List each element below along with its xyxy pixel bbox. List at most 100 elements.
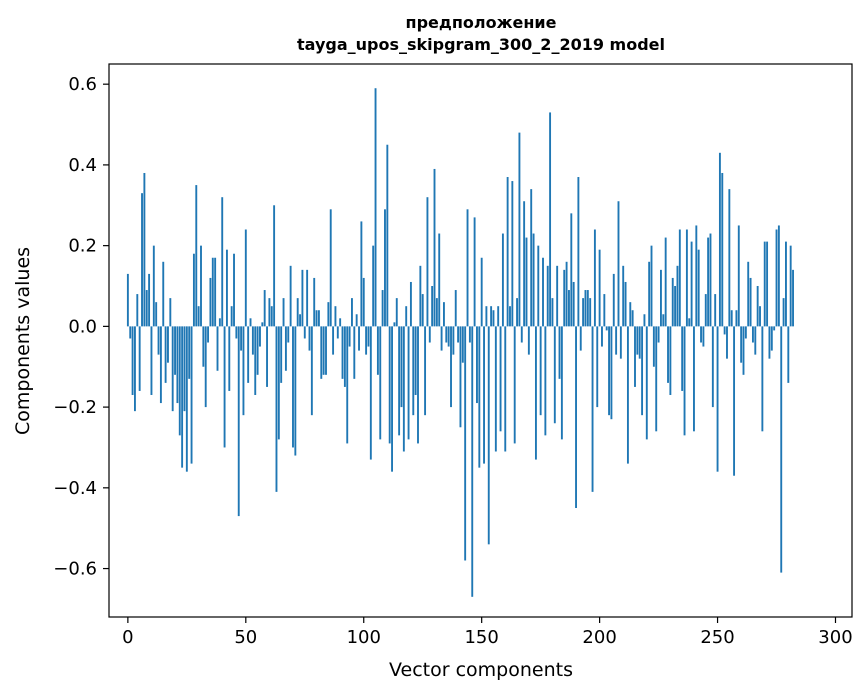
bar-239 bbox=[690, 241, 693, 327]
bar-279 bbox=[785, 241, 787, 327]
bar-68 bbox=[287, 326, 290, 343]
bar-194 bbox=[584, 290, 587, 327]
bar-118 bbox=[405, 306, 408, 327]
bar-129 bbox=[431, 286, 434, 327]
bar-265 bbox=[751, 326, 754, 343]
x-tick-label: 200 bbox=[582, 627, 616, 648]
bar-50 bbox=[244, 229, 247, 327]
bar-138 bbox=[452, 326, 455, 355]
bar-196 bbox=[589, 298, 592, 327]
bar-277 bbox=[780, 326, 783, 573]
bar-186 bbox=[565, 261, 568, 327]
bar-189 bbox=[572, 281, 575, 327]
x-tick-label: 250 bbox=[700, 627, 734, 648]
bar-87 bbox=[332, 326, 335, 355]
bar-202 bbox=[603, 294, 606, 327]
bar-258 bbox=[735, 310, 738, 327]
bar-80 bbox=[315, 310, 318, 327]
bar-14 bbox=[159, 326, 162, 404]
bar-162 bbox=[509, 306, 511, 327]
bar-215 bbox=[634, 326, 636, 387]
bar-234 bbox=[678, 229, 681, 327]
bar-21 bbox=[176, 326, 179, 404]
bar-206 bbox=[612, 273, 615, 327]
bar-276 bbox=[777, 225, 780, 327]
bar-38 bbox=[216, 326, 219, 371]
x-tick-label: 0 bbox=[122, 627, 133, 648]
bar-101 bbox=[365, 326, 368, 355]
bar-20 bbox=[174, 326, 176, 375]
bar-230 bbox=[669, 326, 672, 395]
bar-96 bbox=[353, 326, 356, 379]
bar-103 bbox=[369, 326, 372, 460]
bar-156 bbox=[494, 326, 497, 452]
bar-221 bbox=[648, 261, 651, 327]
bar-275 bbox=[775, 229, 778, 327]
bar-145 bbox=[468, 326, 471, 343]
bar-41 bbox=[223, 326, 226, 448]
bar-51 bbox=[247, 326, 250, 383]
x-axis-ticks: 0 50 100 150 200 250 300 bbox=[122, 617, 853, 648]
bar-89 bbox=[336, 326, 339, 339]
bar-247 bbox=[709, 233, 712, 327]
bar-134 bbox=[443, 302, 445, 327]
bar-178 bbox=[546, 265, 549, 327]
y-axis-ticks: −0.6 −0.4 −0.2 0.0 0.2 0.4 0.6 bbox=[53, 74, 109, 580]
bar-172 bbox=[532, 233, 535, 327]
bar-73 bbox=[299, 314, 301, 327]
bar-95 bbox=[351, 298, 353, 327]
bar-77 bbox=[308, 326, 311, 351]
bar-195 bbox=[586, 290, 589, 327]
y-tick-label: −0.2 bbox=[53, 397, 97, 418]
bar-30 bbox=[197, 306, 200, 327]
bar-64 bbox=[277, 326, 280, 440]
bar-37 bbox=[214, 257, 217, 327]
bar-90 bbox=[339, 318, 342, 327]
bar-24 bbox=[183, 326, 186, 412]
bar-131 bbox=[435, 298, 438, 327]
bar-212 bbox=[626, 326, 629, 464]
bar-240 bbox=[693, 326, 695, 432]
bar-9 bbox=[148, 273, 151, 327]
bar-243 bbox=[700, 326, 702, 343]
bar-59 bbox=[266, 326, 268, 387]
bar-169 bbox=[525, 237, 528, 327]
bar-246 bbox=[707, 237, 710, 327]
bar-223 bbox=[652, 326, 655, 367]
bar-142 bbox=[461, 326, 464, 363]
bar-211 bbox=[624, 281, 627, 327]
bar-175 bbox=[539, 326, 542, 416]
bar-274 bbox=[773, 326, 776, 331]
bar-120 bbox=[409, 281, 412, 327]
bar-46 bbox=[235, 326, 238, 339]
bar-232 bbox=[674, 286, 677, 327]
bar-79 bbox=[313, 277, 316, 327]
bar-183 bbox=[558, 326, 561, 379]
bar-143 bbox=[464, 326, 467, 561]
bar-57 bbox=[261, 322, 264, 327]
bar-18 bbox=[169, 298, 172, 327]
bar-157 bbox=[497, 306, 500, 327]
bar-173 bbox=[534, 326, 537, 460]
bar-267 bbox=[756, 286, 759, 327]
bar-98 bbox=[358, 326, 360, 351]
bar-257 bbox=[733, 326, 736, 476]
chart-title: предположение bbox=[406, 13, 557, 32]
bar-75 bbox=[303, 326, 306, 339]
bar-136 bbox=[447, 326, 450, 347]
bar-191 bbox=[577, 177, 580, 327]
bar-109 bbox=[384, 209, 386, 327]
bar-28 bbox=[192, 253, 195, 327]
bar-252 bbox=[721, 172, 724, 327]
y-tick-label: −0.6 bbox=[53, 559, 97, 580]
y-tick-label: 0.0 bbox=[68, 316, 97, 337]
bar-216 bbox=[636, 326, 639, 355]
y-tick-label: 0.6 bbox=[68, 74, 97, 95]
bar-125 bbox=[421, 294, 424, 327]
bar-244 bbox=[702, 326, 705, 347]
bar-165 bbox=[516, 298, 519, 327]
bar-269 bbox=[761, 326, 764, 432]
bar-121 bbox=[412, 326, 415, 416]
bar-144 bbox=[466, 209, 469, 327]
bar-249 bbox=[714, 294, 717, 327]
